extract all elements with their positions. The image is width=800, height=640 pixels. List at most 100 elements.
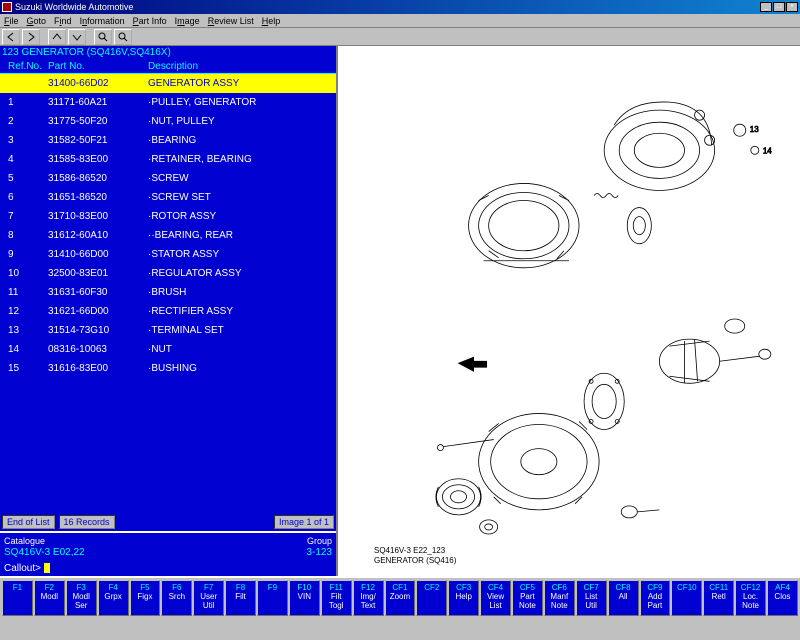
col-pn-header: Part No.: [48, 61, 148, 72]
part-row[interactable]: 831612-60A10··BEARING, REAR: [0, 226, 336, 245]
fkey-cf2[interactable]: CF2: [416, 580, 447, 616]
part-row[interactable]: 1231621-66D00·RECTIFIER ASSY: [0, 302, 336, 321]
fkey-af4[interactable]: AF4Clos: [767, 580, 798, 616]
fkey-cf8[interactable]: CF8All: [608, 580, 639, 616]
part-row[interactable]: 1531616-83E00·BUSHING: [0, 359, 336, 378]
tool-back-icon[interactable]: [2, 29, 20, 45]
part-description: ·BEARING: [148, 133, 334, 148]
fkey-cf4[interactable]: CF4ViewList: [480, 580, 511, 616]
part-ref: 3: [8, 133, 48, 148]
part-description: ·REGULATOR ASSY: [148, 266, 334, 281]
parts-list[interactable]: 31400-66D02GENERATOR ASSY131171-60A21·PU…: [0, 74, 336, 513]
part-description: ·BUSHING: [148, 361, 334, 376]
close-button[interactable]: ×: [786, 2, 798, 12]
part-row[interactable]: 31400-66D02GENERATOR ASSY: [0, 74, 336, 93]
fkey-cf5[interactable]: CF5PartNote: [512, 580, 543, 616]
menu-help[interactable]: Help: [262, 16, 281, 26]
menu-image[interactable]: Image: [175, 16, 200, 26]
part-row[interactable]: 1131631-60F30·BRUSH: [0, 283, 336, 302]
part-row[interactable]: 231775-50F20·NUT, PULLEY: [0, 112, 336, 131]
catalogue-label: Catalogue: [4, 535, 45, 547]
tool-up-icon[interactable]: [48, 29, 66, 45]
part-ref: 14: [8, 342, 48, 357]
part-description: GENERATOR ASSY: [148, 76, 334, 91]
part-row[interactable]: 1408316-10063·NUT: [0, 340, 336, 359]
fkey-cf7[interactable]: CF7ListUtil: [576, 580, 607, 616]
window-title: Suzuki Worldwide Automotive: [15, 2, 760, 12]
tool-forward-icon[interactable]: [22, 29, 40, 45]
part-ref: 10: [8, 266, 48, 281]
menu-goto[interactable]: Goto: [27, 16, 47, 26]
exploded-diagram[interactable]: 13 14: [338, 46, 800, 576]
part-number: 31775-50F20: [48, 114, 148, 129]
fkey-f5[interactable]: F5Figx: [130, 580, 161, 616]
part-row[interactable]: 631651-86520·SCREW SET: [0, 188, 336, 207]
status-count: 16 Records: [59, 515, 115, 529]
part-number: 08316-10063: [48, 342, 148, 357]
part-row[interactable]: 931410-66D00·STATOR ASSY: [0, 245, 336, 264]
fkey-f3[interactable]: F3ModlSer: [66, 580, 97, 616]
fkey-f6[interactable]: F6Srch: [161, 580, 192, 616]
toolbar: [0, 28, 800, 46]
fkey-f12[interactable]: F12Img/Text: [353, 580, 384, 616]
menu-reviewlist[interactable]: Review List: [208, 16, 254, 26]
part-number: 31582-50F21: [48, 133, 148, 148]
part-ref: 7: [8, 209, 48, 224]
catalogue-value: SQ416V-3 E02,22: [4, 547, 85, 559]
group-label: Group: [307, 535, 332, 547]
fkey-f10[interactable]: F10VIN: [289, 580, 320, 616]
part-description: ·NUT, PULLEY: [148, 114, 334, 129]
part-number: 31631-60F30: [48, 285, 148, 300]
part-number: 31612-60A10: [48, 228, 148, 243]
fkey-cf1[interactable]: CF1Zoom: [385, 580, 416, 616]
minimize-button[interactable]: _: [760, 2, 772, 12]
menu-information[interactable]: Information: [80, 16, 125, 26]
part-row[interactable]: 731710-83E00·ROTOR ASSY: [0, 207, 336, 226]
fkey-f11[interactable]: F11FiltTogl: [321, 580, 352, 616]
fkey-f1[interactable]: F1: [2, 580, 33, 616]
part-description: ·PULLEY, GENERATOR: [148, 95, 334, 110]
fkey-f2[interactable]: F2Modl: [34, 580, 65, 616]
menu-partinfo[interactable]: Part Info: [133, 16, 167, 26]
part-row[interactable]: 1032500-83E01·REGULATOR ASSY: [0, 264, 336, 283]
fkey-f7[interactable]: F7UserUtil: [193, 580, 224, 616]
diagram-panel: 13 14: [336, 46, 800, 576]
svg-text:13: 13: [750, 125, 759, 134]
part-number: 31621-66D00: [48, 304, 148, 319]
fkey-f4[interactable]: F4Grpx: [98, 580, 129, 616]
part-description: ·ROTOR ASSY: [148, 209, 334, 224]
diagram-caption: SQ416V-3 E22_123 GENERATOR (SQ416): [374, 546, 456, 566]
fkey-f9[interactable]: F9: [257, 580, 288, 616]
part-ref: 6: [8, 190, 48, 205]
part-description: ·SCREW: [148, 171, 334, 186]
tool-zoom2-icon[interactable]: [114, 29, 132, 45]
fkey-f8[interactable]: F8Filt: [225, 580, 256, 616]
part-row[interactable]: 531586-86520·SCREW: [0, 169, 336, 188]
part-number: 31585-83E00: [48, 152, 148, 167]
part-number: 31400-66D02: [48, 76, 148, 91]
tool-down-icon[interactable]: [68, 29, 86, 45]
part-ref: 9: [8, 247, 48, 262]
part-row[interactable]: 431585-83E00·RETAINER, BEARING: [0, 150, 336, 169]
part-description: ·BRUSH: [148, 285, 334, 300]
fkey-cf3[interactable]: CF3Help: [448, 580, 479, 616]
part-row[interactable]: 1331514-73G10·TERMINAL SET: [0, 321, 336, 340]
menu-find[interactable]: Find: [54, 16, 72, 26]
fkey-cf6[interactable]: CF6ManfNote: [544, 580, 575, 616]
part-description: ·RETAINER, BEARING: [148, 152, 334, 167]
part-row[interactable]: 331582-50F21·BEARING: [0, 131, 336, 150]
fkey-cf9[interactable]: CF9AddPart: [640, 580, 671, 616]
maximize-button[interactable]: □: [773, 2, 785, 12]
app-icon: [2, 2, 12, 12]
fkey-cf10[interactable]: CF10: [671, 580, 702, 616]
svg-text:14: 14: [763, 146, 772, 155]
part-ref: 5: [8, 171, 48, 186]
part-number: 32500-83E01: [48, 266, 148, 281]
part-row[interactable]: 131171-60A21·PULLEY, GENERATOR: [0, 93, 336, 112]
menu-file[interactable]: File: [4, 16, 19, 26]
callout-prompt[interactable]: Callout>: [0, 561, 336, 576]
fkey-cf11[interactable]: CF11Retl: [703, 580, 734, 616]
fkey-cf12[interactable]: CF12Loc.Note: [735, 580, 766, 616]
part-description: ··BEARING, REAR: [148, 228, 334, 243]
tool-zoom-icon[interactable]: [94, 29, 112, 45]
